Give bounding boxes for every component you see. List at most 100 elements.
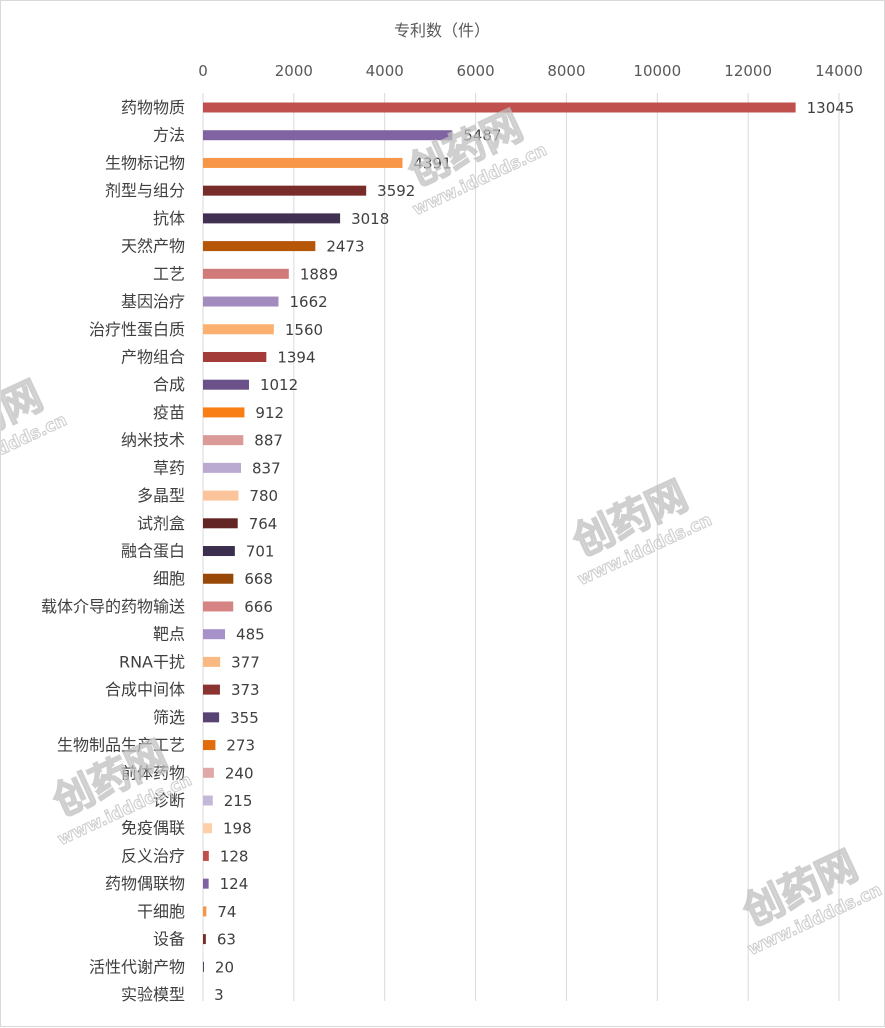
data-label: 1012 [260, 376, 298, 394]
data-label: 215 [224, 792, 253, 810]
bar [203, 213, 341, 224]
data-label: 74 [217, 903, 236, 921]
data-label: 666 [244, 598, 273, 616]
bar [203, 324, 274, 335]
category-label: 靶点 [153, 625, 185, 644]
bar [203, 906, 207, 917]
category-label: 药物偶联物 [105, 874, 185, 893]
category-label: 免疫偶联 [121, 819, 185, 838]
category-label: 剂型与组分 [105, 181, 185, 200]
data-label: 128 [220, 847, 249, 865]
category-label: 药物物质 [121, 98, 185, 117]
data-label: 3018 [351, 210, 389, 228]
category-label: 诊断 [153, 791, 185, 810]
category-label: 抗体 [153, 209, 185, 228]
x-axis-title: 专利数（件） [394, 21, 490, 40]
data-label: 912 [255, 404, 284, 422]
data-label: 1394 [277, 348, 315, 366]
x-tick-label: 0 [198, 62, 208, 80]
data-label: 1889 [300, 265, 338, 283]
category-label: 合成中间体 [105, 680, 185, 699]
bar [203, 767, 214, 778]
data-label: 124 [220, 875, 249, 893]
category-label: 生物制品生产工艺 [57, 736, 185, 755]
data-label: 373 [231, 681, 260, 699]
category-label: 细胞 [153, 569, 185, 588]
bar [203, 795, 213, 806]
category-label: 工艺 [153, 264, 185, 283]
x-tick-label: 14000 [815, 62, 863, 80]
data-label: 3592 [377, 182, 415, 200]
category-label: 筛选 [153, 708, 185, 727]
bar [203, 546, 235, 557]
gridlines [202, 93, 840, 1001]
bar [203, 379, 249, 390]
bars [203, 102, 796, 972]
category-label: 载体介导的药物输送 [41, 597, 185, 616]
x-tick-label: 8000 [547, 62, 585, 80]
data-labels: 13045 5487 4391 3592 3018 2473 1889 1662 1560 139… [214, 99, 854, 1004]
data-label: 273 [226, 737, 255, 755]
x-tick-label: 2000 [275, 62, 313, 80]
bar [203, 850, 209, 861]
category-label: 基因治疗 [121, 292, 185, 311]
category-label: 干细胞 [137, 902, 185, 921]
data-label: 20 [215, 958, 234, 976]
bar [203, 712, 220, 723]
category-label: 合成 [153, 375, 185, 394]
data-label: 780 [249, 487, 278, 505]
data-label: 837 [252, 459, 281, 477]
category-label: 实验模型 [121, 985, 185, 1004]
bar [203, 185, 367, 196]
bar [203, 629, 226, 640]
bar [203, 740, 216, 751]
bar [203, 961, 204, 972]
data-label: 5487 [463, 127, 501, 145]
bar [203, 573, 234, 584]
x-tick-label: 10000 [633, 62, 681, 80]
data-label: 668 [244, 570, 273, 588]
data-label: 485 [236, 626, 265, 644]
category-label: 多晶型 [137, 486, 185, 505]
data-label: 764 [249, 515, 278, 533]
data-label: 701 [246, 543, 275, 561]
data-label: 377 [231, 653, 260, 671]
category-label: 草药 [153, 458, 185, 477]
bar [203, 268, 289, 279]
data-label: 2473 [326, 238, 364, 256]
bar [203, 435, 244, 446]
bar [203, 296, 279, 307]
data-label: 13045 [807, 99, 855, 117]
category-label: 融合蛋白 [121, 542, 185, 561]
bar [203, 656, 221, 667]
bar [203, 102, 796, 113]
category-label: 天然产物 [121, 237, 185, 256]
category-label: 生物标记物 [105, 153, 185, 172]
bar [203, 518, 238, 529]
category-label: 方法 [153, 126, 185, 145]
category-label: 活性代谢产物 [89, 957, 185, 976]
bar [203, 684, 220, 695]
x-axis-tick-labels: 0 2000 4000 6000 8000 10000 12000 14000 [198, 62, 863, 80]
category-label: 设备 [153, 930, 185, 949]
category-labels: 药物物质方法生物标记物剂型与组分抗体天然产物工艺基因治疗治疗性蛋白质产物组合合成… [41, 98, 185, 1004]
data-label: 63 [217, 931, 236, 949]
bar [203, 934, 206, 945]
category-label: 产物组合 [121, 347, 185, 366]
x-tick-label: 12000 [724, 62, 772, 80]
bar [203, 823, 212, 834]
category-label: 治疗性蛋白质 [89, 320, 185, 339]
bar [203, 130, 453, 141]
data-label: 355 [230, 709, 259, 727]
data-label: 240 [225, 764, 254, 782]
category-label: 疫苗 [153, 403, 185, 422]
category-label: 纳米技术 [121, 431, 185, 450]
bar [203, 351, 267, 362]
data-label: 1662 [290, 293, 328, 311]
x-tick-label: 6000 [456, 62, 494, 80]
bar [203, 407, 245, 418]
